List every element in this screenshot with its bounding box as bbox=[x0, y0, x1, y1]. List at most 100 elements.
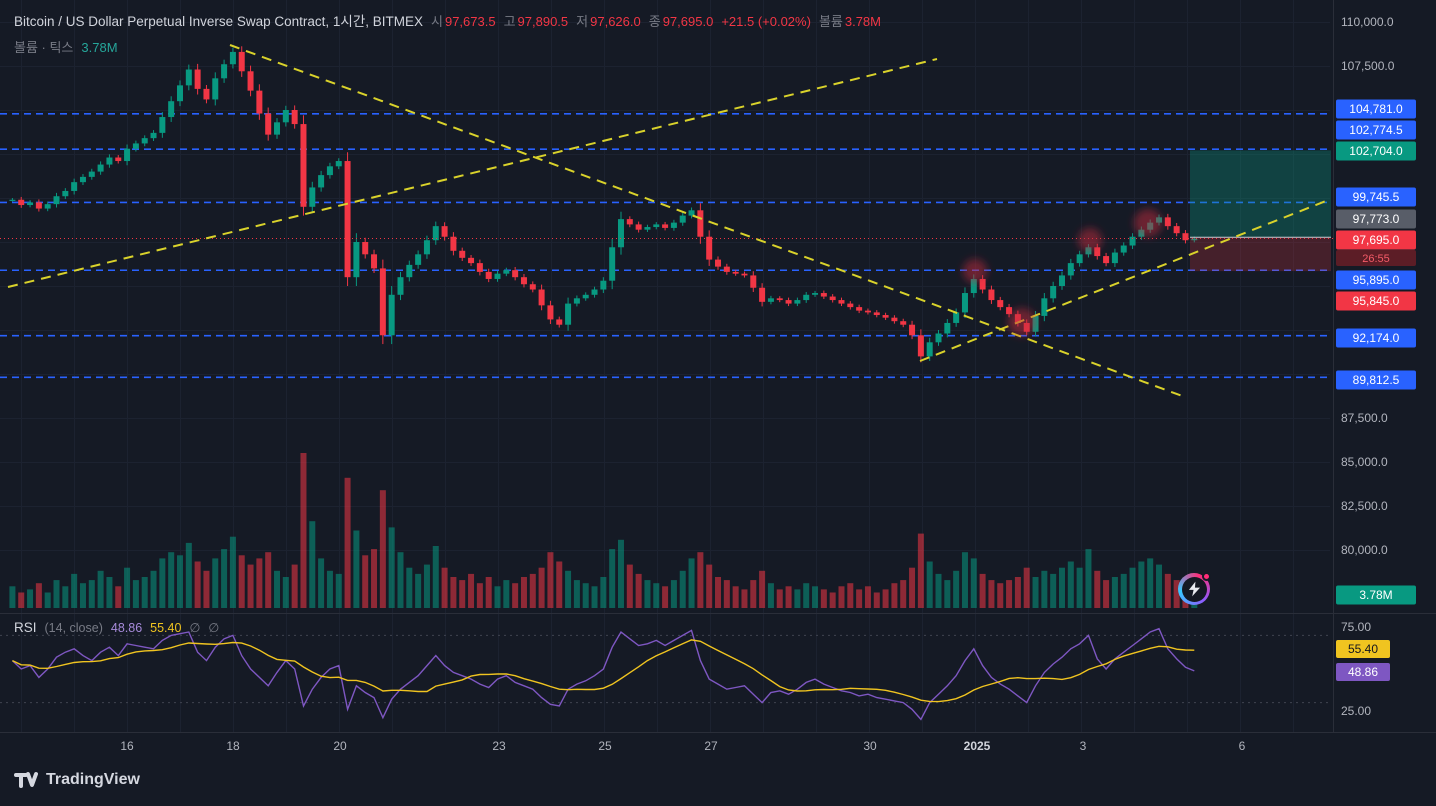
price-label-text: 26:55 bbox=[1362, 253, 1390, 265]
price-axis[interactable]: 110,000.0 107,500.0 87,500.0 85,000.0 82,500… bbox=[1336, 15, 1416, 718]
price-label-text: 99,745.5 bbox=[1353, 190, 1400, 204]
volume-bar bbox=[988, 580, 995, 608]
volume-bar bbox=[379, 490, 386, 608]
volume-bar bbox=[715, 577, 722, 608]
brush-marker[interactable] bbox=[1078, 228, 1102, 252]
volume-bar bbox=[556, 561, 563, 608]
time-axis-label[interactable]: 27 bbox=[704, 739, 718, 753]
candle-body bbox=[1041, 298, 1048, 316]
rsi-label-box bbox=[1336, 663, 1390, 681]
volume-legend-label[interactable]: 볼륨 · 틱스 bbox=[14, 40, 74, 55]
trendline[interactable] bbox=[7, 58, 938, 288]
volume-bar bbox=[520, 577, 527, 608]
volume-bar bbox=[150, 570, 157, 608]
price-label-text: 104,781.0 bbox=[1349, 102, 1403, 116]
volume-bar bbox=[282, 577, 289, 608]
candle-body bbox=[591, 289, 598, 295]
time-axis-label[interactable]: 6 bbox=[1239, 739, 1246, 753]
volume-bar bbox=[759, 570, 766, 608]
candle-body bbox=[617, 219, 624, 248]
volume-bar bbox=[291, 564, 298, 608]
volume-bar bbox=[344, 477, 351, 608]
time-axis-label[interactable]: 25 bbox=[598, 739, 612, 753]
brush-marker[interactable] bbox=[1134, 209, 1162, 237]
volume-bar bbox=[35, 583, 42, 608]
price-axis-label: 107,500.0 bbox=[1341, 59, 1395, 73]
trendline[interactable] bbox=[229, 44, 1186, 398]
candle-body bbox=[44, 204, 51, 209]
candle-body bbox=[988, 289, 995, 301]
candle-body bbox=[309, 187, 316, 207]
volume-bar bbox=[256, 558, 263, 608]
time-axis-label[interactable]: 18 bbox=[226, 739, 240, 753]
symbol-legend-title[interactable]: Bitcoin / US Dollar Perpetual Inverse Sw… bbox=[14, 14, 423, 29]
candle-body bbox=[529, 284, 536, 290]
candle-body bbox=[882, 315, 889, 318]
candle-body bbox=[776, 298, 783, 301]
rsi-line bbox=[11, 627, 1195, 721]
volume-bar bbox=[617, 539, 624, 608]
candle-body bbox=[106, 157, 113, 165]
price-label-box bbox=[1336, 328, 1416, 348]
time-axis-label[interactable]: 16 bbox=[120, 739, 134, 753]
candle-body bbox=[1067, 263, 1074, 276]
candle-body bbox=[829, 296, 836, 301]
volume-bar bbox=[953, 570, 960, 608]
rsi-axis-label: 25.00 bbox=[1341, 704, 1371, 718]
volume-bar bbox=[538, 567, 545, 608]
rsi-indicator-legend[interactable]: RSI (14, close) 48.86 55.40 ∅ ∅ bbox=[14, 620, 219, 635]
volume-bar bbox=[1111, 577, 1118, 608]
lightning-badge-inner bbox=[1181, 576, 1207, 602]
rsi-legend-empty-1: ∅ bbox=[189, 621, 201, 635]
volume-bar bbox=[459, 580, 466, 608]
time-axis-label[interactable]: 23 bbox=[492, 739, 506, 753]
volume-bar bbox=[397, 552, 404, 608]
candle-body bbox=[88, 171, 95, 177]
ohlc-open: 시 97,673.5 bbox=[431, 11, 496, 30]
candle-body bbox=[556, 319, 563, 325]
volume-bar bbox=[767, 583, 774, 608]
candle-body bbox=[1058, 275, 1065, 286]
price-level-lines[interactable] bbox=[0, 113, 1330, 379]
volume-bar bbox=[300, 453, 307, 608]
rsi-legend-title[interactable]: RSI bbox=[14, 620, 37, 635]
volume-bar bbox=[900, 580, 907, 608]
candle-body bbox=[626, 219, 633, 225]
volume-bar bbox=[1014, 577, 1021, 608]
candle-body bbox=[388, 294, 395, 336]
candle-body bbox=[27, 202, 34, 206]
time-axis[interactable]: 16 18 20 23 25 27 30 2025 3 6 bbox=[120, 739, 1245, 753]
lightning-badge-button[interactable] bbox=[1178, 572, 1211, 605]
candle-body bbox=[917, 335, 924, 357]
volume-bar bbox=[44, 592, 51, 608]
volume-bar bbox=[997, 583, 1004, 608]
price-axis-label: 110,000.0 bbox=[1341, 15, 1394, 29]
price-label-box bbox=[1336, 291, 1416, 311]
candle-body bbox=[1103, 256, 1110, 264]
position-profit-zone[interactable] bbox=[1190, 150, 1331, 238]
volume-bar bbox=[247, 564, 254, 608]
candle-body bbox=[415, 254, 422, 265]
brush-marker[interactable] bbox=[1008, 308, 1036, 336]
ohlc-close-value: 97,695.0 bbox=[662, 14, 714, 29]
time-axis-label[interactable]: 2025 bbox=[964, 739, 991, 753]
candle-body bbox=[35, 202, 42, 209]
brush-marker[interactable] bbox=[963, 259, 987, 283]
position-loss-zone[interactable] bbox=[1190, 237, 1331, 272]
volume-bar bbox=[265, 552, 272, 608]
symbol-legend[interactable]: Bitcoin / US Dollar Perpetual Inverse Sw… bbox=[14, 10, 881, 30]
candle-body bbox=[450, 236, 457, 251]
price-axis-label: 80,000.0 bbox=[1341, 543, 1388, 557]
time-axis-label[interactable]: 20 bbox=[333, 739, 347, 753]
trendline[interactable] bbox=[919, 198, 1332, 362]
volume-bar bbox=[1085, 549, 1092, 608]
candle-body bbox=[900, 321, 907, 325]
tradingview-logo[interactable]: TradingView bbox=[14, 771, 140, 789]
volume-indicator-legend[interactable]: 볼륨 · 틱스 3.78M bbox=[14, 37, 118, 56]
time-axis-label[interactable]: 3 bbox=[1080, 739, 1087, 753]
candle-body bbox=[379, 268, 386, 336]
time-axis-label[interactable]: 30 bbox=[863, 739, 877, 753]
volume-bar bbox=[476, 583, 483, 608]
